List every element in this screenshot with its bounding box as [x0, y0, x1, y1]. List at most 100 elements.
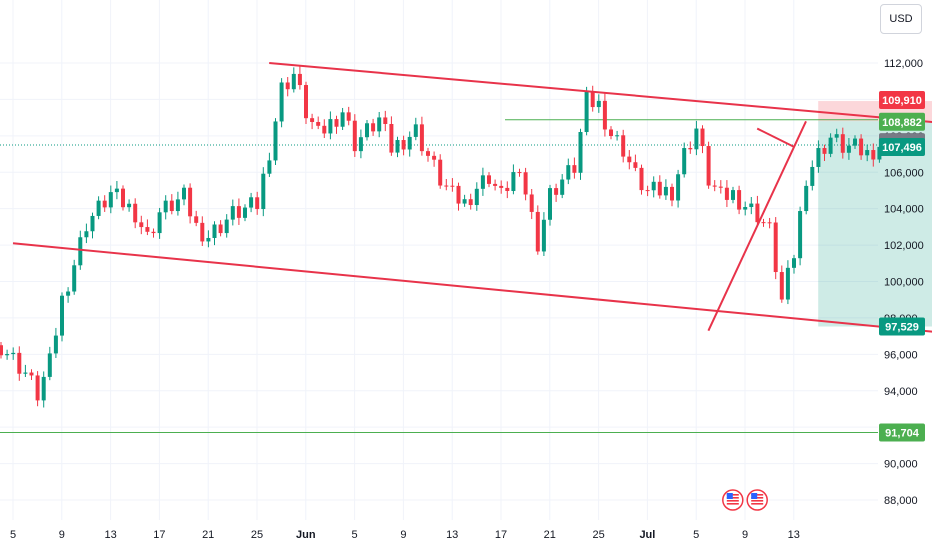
- candle-body: [846, 145, 851, 153]
- candle-body: [572, 165, 577, 173]
- x-tick-label: 5: [693, 529, 699, 541]
- candle-body: [816, 148, 821, 167]
- candle-body: [779, 272, 784, 300]
- candle-body: [316, 121, 321, 126]
- candle-body: [236, 206, 241, 218]
- candle-body: [78, 237, 83, 266]
- candle-body: [633, 162, 638, 168]
- candle-body: [5, 354, 10, 356]
- candle-body: [340, 112, 345, 127]
- candle-body: [255, 197, 260, 210]
- candle-body: [29, 372, 34, 376]
- candle-body: [468, 199, 473, 206]
- price-tag-label: 97,529: [885, 321, 919, 333]
- candle-body: [41, 376, 46, 401]
- price-tag-bg: [879, 317, 925, 336]
- candle-body: [511, 172, 516, 192]
- candle-body: [145, 227, 150, 232]
- price-tag: 108,882: [879, 112, 925, 131]
- x-tick-label: 13: [104, 529, 116, 541]
- y-tick-label: 90,000: [884, 459, 918, 471]
- us-flag-icon[interactable]: [746, 489, 768, 511]
- candle-body: [718, 186, 723, 188]
- candle-body: [243, 207, 247, 218]
- candle-body: [706, 146, 711, 186]
- flag-stripe: [751, 503, 764, 505]
- candle-body: [17, 352, 22, 374]
- candle-body: [645, 190, 650, 192]
- candle-body: [218, 224, 223, 234]
- candle-body: [310, 118, 315, 122]
- candle-body: [578, 132, 583, 173]
- candle-body: [676, 174, 681, 201]
- x-tick-label: 17: [495, 529, 507, 541]
- candle-body: [663, 186, 668, 196]
- candle-body: [584, 91, 589, 133]
- candle-body: [11, 352, 16, 355]
- candle-body: [224, 219, 229, 234]
- x-tick-label: 5: [352, 529, 358, 541]
- candle-body: [798, 211, 803, 259]
- candle-body: [493, 183, 498, 186]
- x-tick-label: Jun: [296, 529, 316, 541]
- candle-body: [377, 117, 382, 132]
- candle-body: [602, 100, 607, 130]
- price-tag-label: 91,704: [885, 428, 920, 440]
- candle-body: [609, 129, 613, 137]
- candle-body: [712, 185, 717, 187]
- candle-body: [96, 200, 101, 216]
- candle-body: [304, 85, 308, 119]
- y-tick-label: 104,000: [884, 204, 924, 216]
- candle-body: [291, 73, 296, 90]
- candle-body: [66, 291, 71, 296]
- x-tick-label: 5: [10, 529, 16, 541]
- candle-body: [23, 372, 28, 374]
- candle-body: [615, 135, 620, 137]
- y-tick-label: 96,000: [884, 349, 918, 361]
- candle-body: [737, 190, 742, 210]
- y-tick-label: 100,000: [884, 277, 924, 289]
- candle-body: [35, 375, 40, 401]
- candle-body: [328, 119, 333, 134]
- candle-body: [389, 123, 394, 153]
- candle-body: [548, 188, 552, 220]
- y-tick-label: 102,000: [884, 240, 924, 252]
- price-tag: 109,910: [879, 91, 925, 110]
- flag-stripe: [726, 500, 739, 502]
- candle-body: [810, 166, 815, 186]
- candle-body: [322, 125, 327, 134]
- candle-body: [828, 137, 833, 154]
- flag-stripe: [751, 500, 764, 502]
- candle-body: [529, 194, 534, 212]
- x-tick-label: 17: [153, 529, 165, 541]
- candle-body: [853, 138, 857, 146]
- candle-body: [871, 150, 876, 160]
- candle-body: [53, 335, 58, 354]
- candle-body: [865, 150, 870, 156]
- candle-body: [72, 265, 77, 292]
- candle-body: [102, 200, 107, 208]
- x-tick-label: 25: [592, 529, 604, 541]
- candle-body: [157, 212, 162, 234]
- flag-canton: [751, 493, 758, 499]
- candle-body: [139, 222, 144, 228]
- y-tick-label: 106,000: [884, 167, 924, 179]
- candle-body: [47, 353, 52, 377]
- channel-bottom: [12, 242, 932, 333]
- candle-body: [133, 203, 138, 223]
- price-tag: 97,529: [879, 317, 925, 336]
- candle-body: [365, 123, 369, 138]
- x-axis: 5 9 13 17 21 25 Jun 5 9 13 17 21 25 Jul 5 9 13: [10, 529, 800, 541]
- candle-body: [108, 192, 113, 208]
- us-flag-icon[interactable]: [722, 489, 744, 511]
- candle-body: [175, 199, 180, 212]
- candle-body: [657, 181, 662, 196]
- currency-label[interactable]: USD: [880, 4, 922, 34]
- candle-body: [121, 188, 125, 208]
- grid: [0, 0, 878, 520]
- x-tick-label: 9: [742, 529, 748, 541]
- candle-body: [352, 120, 357, 152]
- candle-body: [596, 100, 601, 108]
- rising-support: [707, 120, 807, 332]
